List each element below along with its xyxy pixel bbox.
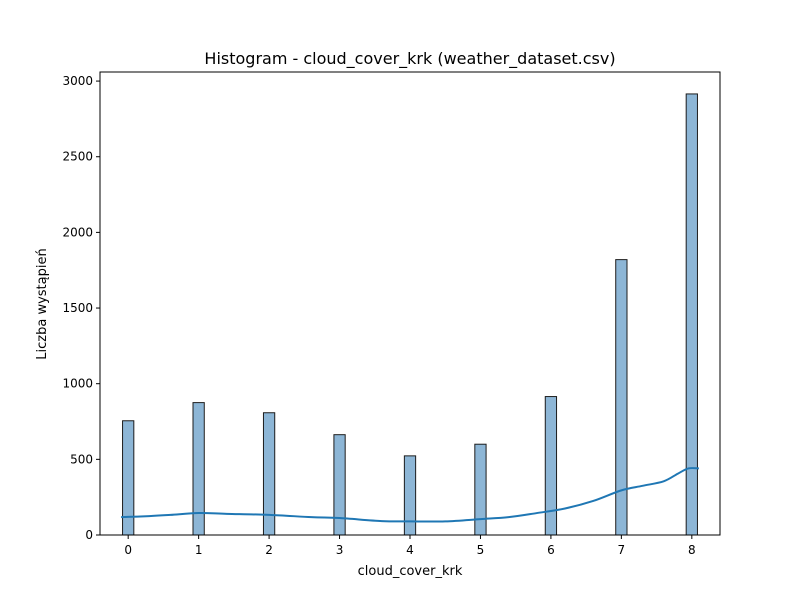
histogram-bar bbox=[192, 402, 205, 536]
x-tick-label: 5 bbox=[477, 543, 485, 557]
histogram-bar bbox=[333, 434, 346, 536]
y-tick-label: 0 bbox=[85, 528, 93, 542]
y-tick-label: 1500 bbox=[62, 301, 93, 315]
x-tick-label: 0 bbox=[124, 543, 132, 557]
x-tick-label: 2 bbox=[265, 543, 273, 557]
y-tick-label: 2500 bbox=[62, 150, 93, 164]
histogram-bar bbox=[544, 396, 558, 536]
y-tick-label: 3000 bbox=[62, 74, 93, 88]
y-tick-label: 500 bbox=[70, 452, 93, 466]
x-tick-label: 1 bbox=[195, 543, 203, 557]
x-axis-label: cloud_cover_krk bbox=[358, 564, 463, 579]
chart-title: Histogram - cloud_cover_krk (weather_dat… bbox=[204, 49, 615, 69]
plot-area: 0 1 2 3 4 5 6 7 8 0 500 1000 1500 2000 2500 3000 bbox=[62, 71, 721, 557]
histogram-bar bbox=[615, 259, 628, 536]
histogram-bar bbox=[474, 443, 487, 536]
y-tick-label: 2000 bbox=[62, 225, 93, 239]
kde-line bbox=[121, 467, 699, 523]
histogram-bar bbox=[403, 455, 417, 536]
y-axis-label: Liczba wystąpień bbox=[35, 248, 50, 359]
histogram-bar bbox=[262, 412, 276, 536]
x-tick-label: 3 bbox=[336, 543, 344, 557]
x-tick-label: 8 bbox=[688, 543, 696, 557]
x-tick-label: 7 bbox=[618, 543, 626, 557]
x-tick-label: 6 bbox=[547, 543, 555, 557]
x-tick-label: 4 bbox=[406, 543, 414, 557]
y-tick-label: 1000 bbox=[62, 377, 93, 391]
